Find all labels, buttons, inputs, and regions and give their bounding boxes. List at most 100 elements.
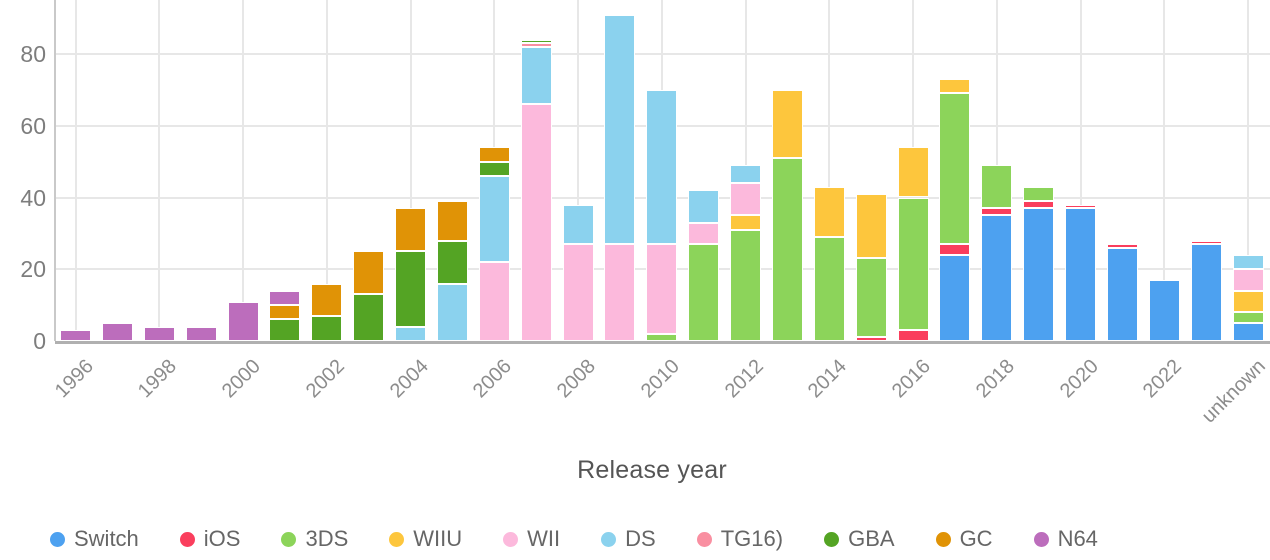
bar-segment-wii-2006[interactable] bbox=[478, 262, 510, 341]
legend-item-tg16[interactable]: TG16) bbox=[696, 528, 783, 550]
bar-segment-switch-unknown[interactable] bbox=[1232, 323, 1264, 341]
legend-label: GC bbox=[959, 526, 993, 551]
legend-item-ds[interactable]: DS bbox=[601, 528, 656, 550]
bar-segment-gba-2006[interactable] bbox=[478, 161, 510, 176]
bar-segment-wii-2011[interactable] bbox=[688, 222, 720, 245]
legend-dot-icon bbox=[179, 531, 195, 547]
bar-segment-ios-2015[interactable] bbox=[855, 337, 887, 341]
y-tick-label: 0 bbox=[33, 328, 46, 354]
legend-item-ios[interactable]: iOS bbox=[179, 528, 240, 550]
bar-segment-3ds-2018[interactable] bbox=[981, 165, 1013, 209]
bar-segment-gc-2006[interactable] bbox=[478, 147, 510, 162]
bar-segment-ds-unknown[interactable] bbox=[1232, 254, 1264, 270]
bar-segment-ios-2017[interactable] bbox=[939, 244, 971, 255]
bar-segment-n64-1997[interactable] bbox=[101, 323, 133, 341]
bar-segment-3ds-2015[interactable] bbox=[855, 258, 887, 338]
bar-segment-3ds-2019[interactable] bbox=[1023, 186, 1055, 202]
legend-dot-icon bbox=[935, 531, 951, 547]
bar-segment-ds-2011[interactable] bbox=[688, 190, 720, 223]
legend-item-gc[interactable]: GC bbox=[935, 526, 993, 551]
bar-segment-wiiu-2012[interactable] bbox=[730, 215, 761, 230]
bar-segment-ds-2010[interactable] bbox=[646, 89, 678, 245]
legend-label: WII bbox=[527, 526, 561, 551]
bar-segment-gba-2002[interactable] bbox=[311, 315, 343, 341]
bar-segment-wiiu-2016[interactable] bbox=[897, 147, 929, 198]
bar-segment-gc-2004[interactable] bbox=[395, 208, 426, 252]
bar-segment-gba-2007[interactable] bbox=[520, 39, 552, 44]
bar-segment-wiiu-unknown[interactable] bbox=[1232, 290, 1264, 313]
bar-segment-wiiu-2013[interactable] bbox=[771, 89, 803, 159]
bar-segment-gba-2003[interactable] bbox=[353, 294, 385, 341]
bar-segment-n64-1998[interactable] bbox=[143, 326, 175, 341]
bar-segment-wiiu-2015[interactable] bbox=[855, 193, 887, 259]
y-tick-label: 20 bbox=[20, 256, 46, 283]
bar-segment-wii-2012[interactable] bbox=[730, 183, 761, 216]
bar-segment-3ds-2013[interactable] bbox=[771, 158, 803, 341]
bar-segment-3ds-2010[interactable] bbox=[646, 333, 678, 341]
bar-segment-n64-1999[interactable] bbox=[185, 326, 217, 341]
bar-segment-gc-2003[interactable] bbox=[353, 251, 385, 295]
bar-segment-n64-2001[interactable] bbox=[269, 290, 301, 306]
x-tick-label: 1998 bbox=[134, 355, 182, 403]
y-tick-label: 60 bbox=[20, 112, 46, 139]
bar-segment-ds-2009[interactable] bbox=[604, 14, 636, 245]
legend-item-wiiu[interactable]: WIIU bbox=[389, 528, 462, 550]
bar-segment-wiiu-2014[interactable] bbox=[813, 186, 845, 237]
legend-label: WIIU bbox=[413, 526, 463, 551]
bar-segment-ds-2006[interactable] bbox=[478, 175, 510, 263]
bar-segment-gba-2001[interactable] bbox=[269, 319, 301, 341]
gridline-vertical bbox=[1079, 0, 1082, 341]
bar-segment-gc-2005[interactable] bbox=[436, 201, 468, 241]
x-tick-label: 2000 bbox=[217, 355, 265, 403]
bar-segment-ds-2012[interactable] bbox=[730, 165, 761, 184]
bar-segment-gc-2001[interactable] bbox=[269, 305, 301, 320]
bar-segment-ios-2019[interactable] bbox=[1023, 201, 1055, 209]
bar-segment-gba-2004[interactable] bbox=[395, 251, 426, 327]
bar-segment-3ds-2014[interactable] bbox=[813, 236, 845, 341]
bar-segment-gba-2005[interactable] bbox=[436, 240, 468, 284]
bar-segment-wii-2009[interactable] bbox=[604, 244, 636, 341]
bar-segment-3ds-unknown[interactable] bbox=[1232, 312, 1264, 324]
bar-segment-3ds-2012[interactable] bbox=[730, 229, 761, 341]
bar-segment-wii-unknown[interactable] bbox=[1232, 269, 1264, 291]
bar-segment-n64-1996[interactable] bbox=[60, 330, 91, 341]
bar-segment-ds-2004[interactable] bbox=[395, 326, 426, 341]
bar-segment-ios-2018[interactable] bbox=[981, 208, 1013, 216]
bar-segment-gc-2002[interactable] bbox=[311, 283, 343, 316]
bar-segment-ios-2023[interactable] bbox=[1190, 240, 1222, 245]
legend-item-3ds[interactable]: 3DS bbox=[281, 528, 348, 550]
x-tick-label: 2008 bbox=[552, 355, 600, 403]
bar-segment-3ds-2011[interactable] bbox=[688, 244, 720, 341]
bar-segment-wii-2007[interactable] bbox=[520, 104, 552, 341]
bar-segment-ds-2005[interactable] bbox=[436, 283, 468, 341]
bar-segment-ds-2007[interactable] bbox=[520, 46, 552, 105]
bar-segment-switch-2021[interactable] bbox=[1106, 247, 1138, 341]
x-tick-label: 2012 bbox=[720, 355, 768, 403]
legend-item-wii[interactable]: WII bbox=[503, 528, 560, 550]
bar-segment-switch-2019[interactable] bbox=[1023, 208, 1055, 341]
bar-segment-switch-2023[interactable] bbox=[1190, 244, 1222, 341]
bar-segment-switch-2018[interactable] bbox=[981, 215, 1013, 341]
bar-segment-ios-2016[interactable] bbox=[897, 330, 929, 341]
legend-dot-icon bbox=[601, 531, 617, 547]
bar-segment-3ds-2017[interactable] bbox=[939, 93, 971, 245]
legend-item-gba[interactable]: GBA bbox=[824, 528, 895, 550]
bar-segment-ios-2020[interactable] bbox=[1065, 204, 1096, 209]
bar-segment-switch-2020[interactable] bbox=[1065, 208, 1096, 341]
legend-item-n64[interactable]: N64 bbox=[1033, 528, 1098, 550]
bar-segment-n64-2000[interactable] bbox=[227, 301, 259, 341]
bar-segment-wiiu-2017[interactable] bbox=[939, 79, 971, 94]
x-tick-label: 2004 bbox=[385, 355, 433, 403]
bar-segment-tg16-2007[interactable] bbox=[520, 43, 552, 47]
x-tick-label: 2022 bbox=[1139, 355, 1187, 403]
gridline-vertical bbox=[242, 0, 244, 341]
bar-segment-ds-2008[interactable] bbox=[562, 204, 594, 245]
legend-item-switch[interactable]: Switch bbox=[50, 528, 139, 550]
bar-segment-switch-2022[interactable] bbox=[1148, 280, 1180, 341]
bar-segment-wii-2010[interactable] bbox=[646, 244, 678, 334]
bar-segment-switch-2017[interactable] bbox=[939, 254, 971, 341]
bar-segment-3ds-2016[interactable] bbox=[897, 197, 929, 331]
bar-segment-ios-2021[interactable] bbox=[1106, 244, 1138, 248]
bar-segment-wii-2008[interactable] bbox=[562, 244, 594, 341]
